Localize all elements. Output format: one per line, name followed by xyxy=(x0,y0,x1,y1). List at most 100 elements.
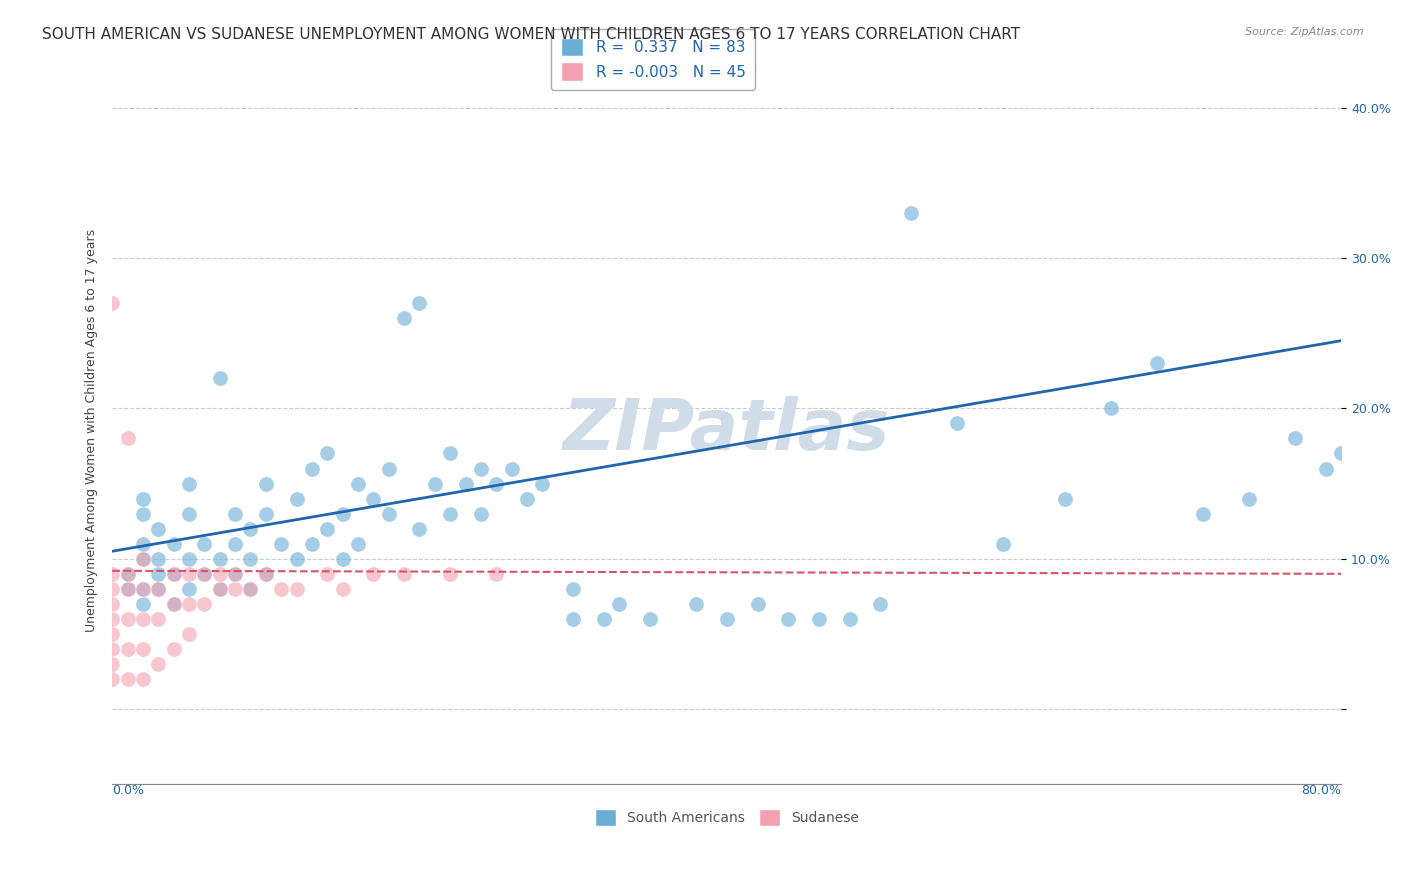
Point xyxy=(301,461,323,475)
Point xyxy=(378,461,401,475)
Point xyxy=(163,597,186,611)
Point xyxy=(117,672,139,686)
Point xyxy=(239,582,262,596)
Point xyxy=(132,551,155,566)
Point xyxy=(1315,461,1337,475)
Point xyxy=(193,537,215,551)
Point xyxy=(163,566,186,581)
Point xyxy=(270,582,292,596)
Point xyxy=(117,432,139,446)
Point xyxy=(716,612,738,626)
Point xyxy=(592,612,614,626)
Point xyxy=(285,551,308,566)
Point xyxy=(132,582,155,596)
Point xyxy=(101,597,124,611)
Point xyxy=(470,507,492,521)
Point xyxy=(132,491,155,506)
Point xyxy=(439,446,461,460)
Point xyxy=(132,642,155,657)
Point xyxy=(316,522,339,536)
Point xyxy=(562,612,585,626)
Point xyxy=(208,582,231,596)
Point xyxy=(423,476,446,491)
Point xyxy=(316,566,339,581)
Point xyxy=(132,507,155,521)
Point xyxy=(224,537,246,551)
Point xyxy=(516,491,538,506)
Point xyxy=(254,566,277,581)
Text: SOUTH AMERICAN VS SUDANESE UNEMPLOYMENT AMONG WOMEN WITH CHILDREN AGES 6 TO 17 Y: SOUTH AMERICAN VS SUDANESE UNEMPLOYMENT … xyxy=(42,27,1021,42)
Point xyxy=(285,582,308,596)
Point xyxy=(177,582,200,596)
Point xyxy=(132,612,155,626)
Point xyxy=(869,597,891,611)
Point xyxy=(101,627,124,641)
Point xyxy=(239,551,262,566)
Point xyxy=(470,461,492,475)
Point xyxy=(148,612,170,626)
Point xyxy=(993,537,1015,551)
Point xyxy=(454,476,477,491)
Point xyxy=(208,551,231,566)
Point xyxy=(439,507,461,521)
Point xyxy=(117,642,139,657)
Point xyxy=(392,566,415,581)
Point xyxy=(301,537,323,551)
Legend: South Americans, Sudanese: South Americans, Sudanese xyxy=(586,800,868,834)
Point xyxy=(224,566,246,581)
Point xyxy=(132,537,155,551)
Point xyxy=(685,597,707,611)
Point xyxy=(485,476,508,491)
Point xyxy=(193,566,215,581)
Point xyxy=(148,551,170,566)
Text: 0.0%: 0.0% xyxy=(112,784,145,797)
Point xyxy=(177,627,200,641)
Point xyxy=(224,582,246,596)
Point xyxy=(332,582,354,596)
Point xyxy=(117,582,139,596)
Point xyxy=(485,566,508,581)
Point xyxy=(1053,491,1076,506)
Point xyxy=(392,311,415,326)
Point xyxy=(239,522,262,536)
Point xyxy=(363,491,385,506)
Point xyxy=(117,566,139,581)
Point xyxy=(239,582,262,596)
Point xyxy=(1146,356,1168,370)
Point xyxy=(378,507,401,521)
Point xyxy=(208,371,231,385)
Point xyxy=(347,476,370,491)
Point xyxy=(163,537,186,551)
Point xyxy=(838,612,860,626)
Point xyxy=(1330,446,1353,460)
Point xyxy=(163,566,186,581)
Point xyxy=(439,566,461,581)
Point xyxy=(163,597,186,611)
Point xyxy=(101,642,124,657)
Point xyxy=(101,672,124,686)
Point xyxy=(132,582,155,596)
Point xyxy=(148,582,170,596)
Point xyxy=(177,551,200,566)
Point xyxy=(101,296,124,310)
Point xyxy=(132,551,155,566)
Point xyxy=(117,582,139,596)
Point xyxy=(562,582,585,596)
Point xyxy=(101,612,124,626)
Point xyxy=(347,537,370,551)
Point xyxy=(1099,401,1122,416)
Point xyxy=(148,566,170,581)
Point xyxy=(177,566,200,581)
Point xyxy=(332,551,354,566)
Point xyxy=(193,566,215,581)
Point xyxy=(778,612,800,626)
Point xyxy=(177,597,200,611)
Point xyxy=(148,582,170,596)
Point xyxy=(224,507,246,521)
Point xyxy=(363,566,385,581)
Text: 80.0%: 80.0% xyxy=(1302,784,1341,797)
Point xyxy=(254,476,277,491)
Text: Source: ZipAtlas.com: Source: ZipAtlas.com xyxy=(1246,27,1364,37)
Point xyxy=(900,206,922,220)
Point xyxy=(148,657,170,671)
